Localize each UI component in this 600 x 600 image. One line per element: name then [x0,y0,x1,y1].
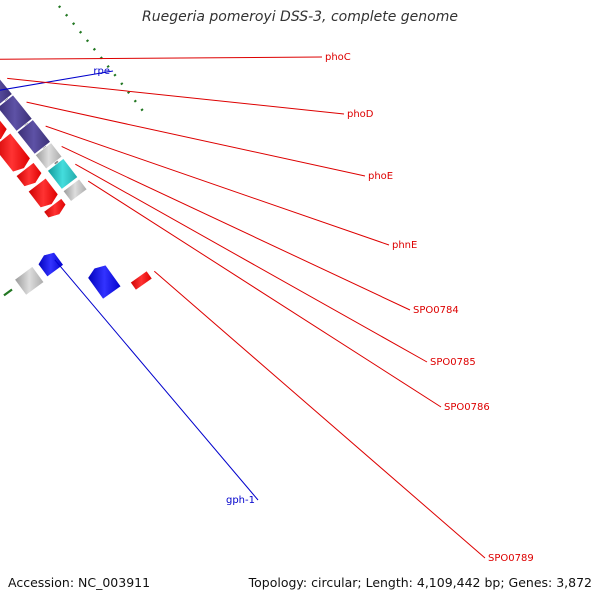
gene-gph1-other [14,266,45,296]
gene-SPO0784-forward [15,162,43,187]
gene-SPO0786-other [62,178,88,202]
gene-phnE-reverse [16,119,51,155]
gene-gph-1 [37,252,64,278]
gene-phoE-forward [0,119,8,140]
leader-line-gph-1 [54,259,259,501]
leader-line-phoD [7,77,345,115]
accession-text: Accession: NC_003911 [8,575,151,590]
gene-features [0,78,153,300]
kbp-ticks: 812 kbp813 kbp814 kbp815 kbp816 kbp817 k… [3,288,13,297]
gene-label-phnE: phnE [392,240,417,251]
gene-phnE-forward [0,132,31,173]
gene-label-phoC: phoC [325,52,351,63]
gene-SPO0784-other [34,142,63,170]
tick-mark-9 [3,288,13,297]
gene-label-phoD: phoD [347,109,374,120]
leader-line-SPO0786 [87,180,442,408]
gene-SPO0786-forward [43,198,67,219]
leader-line-rpe [0,70,114,91]
outer-dotted-track [52,0,147,116]
gene-labels: rpe phoC phoD phoE phnE SPO0784 SPO0785 SPO0786… [0,52,534,564]
leader-line-phnE [45,125,390,246]
gene-label-SPO0786: SPO0786 [444,402,490,413]
leader-line-SPO0785 [75,163,428,363]
gene-phoE-reverse [0,94,33,132]
leader-line-SPO0784 [61,146,411,311]
gene-label-rpe: rpe [93,66,110,77]
gene-label-SPO0789: SPO0789 [488,553,534,564]
gene-label-SPO0784: SPO0784 [413,305,459,316]
gene-label-SPO0785: SPO0785 [430,357,476,368]
gene-phoD-reverse [0,78,13,105]
gene-SPO0785-rna [47,158,79,190]
genome-summary-text: Topology: circular; Length: 4,109,442 bp… [248,575,592,590]
leader-line-phoE [26,101,366,177]
gene-label-gph-1: gph-1 [226,495,255,506]
leader-line-SPO0789 [154,270,486,559]
gene-SPO0789 [129,270,153,291]
gene-SPO0785-forward [27,177,59,209]
leader-line-phoC [0,56,323,60]
map-title: Ruegeria pomeroyi DSS-3, complete genome [142,9,458,25]
gene-label-phoE: phoE [368,171,393,182]
gene-blue-lower [87,264,122,300]
